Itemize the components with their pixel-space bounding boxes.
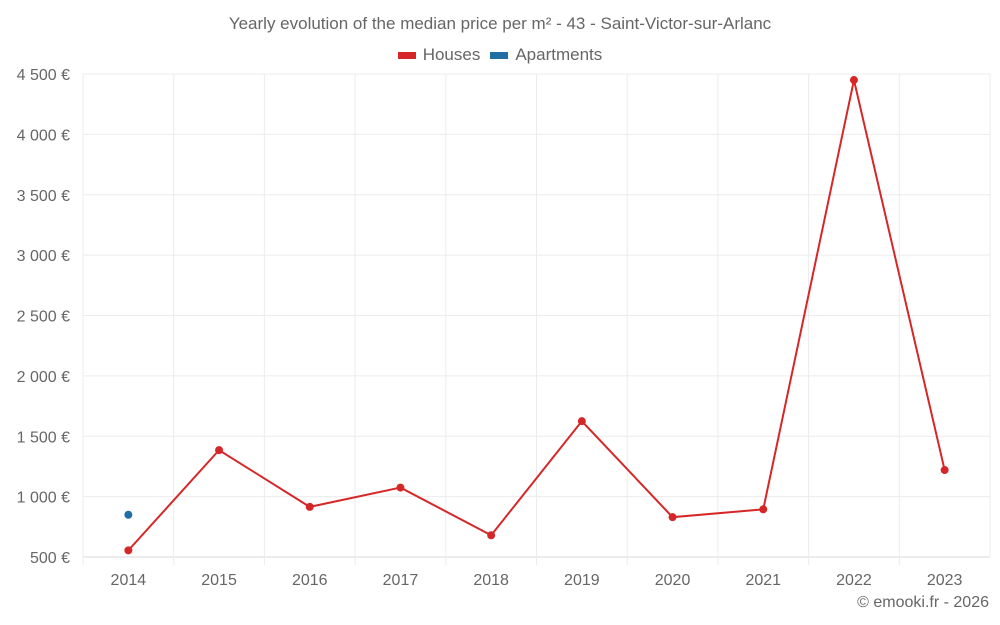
data-point-houses[interactable]: [668, 513, 677, 522]
data-point-houses[interactable]: [396, 483, 405, 492]
legend-item-houses[interactable]: Houses: [397, 45, 481, 65]
chart-title: Yearly evolution of the median price per…: [228, 14, 772, 33]
data-point-houses[interactable]: [577, 417, 586, 426]
houses-swatch-icon: [397, 51, 416, 59]
x-tick-label: 2016: [292, 572, 328, 589]
y-tick-label: 3 000 €: [17, 248, 70, 265]
y-tick-label: 3 500 €: [17, 188, 70, 205]
data-point-houses[interactable]: [487, 531, 496, 540]
x-tick-label: 2020: [655, 572, 691, 589]
series-line-houses: [127, 79, 946, 552]
x-tick-label: 2018: [473, 572, 509, 589]
x-tick-label: 2023: [927, 572, 963, 589]
legend-label-houses: Houses: [422, 45, 481, 64]
y-tick-label: 4 000 €: [17, 127, 70, 144]
x-tick-label: 2019: [564, 572, 600, 589]
x-tick-label: 2015: [201, 572, 237, 589]
series: [124, 76, 949, 555]
y-tick-label: 1 500 €: [17, 429, 70, 446]
data-point-houses[interactable]: [305, 502, 314, 511]
x-axis: 2014 2015 2016 2017 2018 2019 2020 2021 2022 2023: [111, 572, 963, 589]
x-tick-label: 2014: [111, 572, 147, 589]
x-tick-label: 2022: [836, 572, 872, 589]
y-axis: 500 € 1 000 € 1 500 € 2 000 € 2 500 € 3 000 €…: [17, 67, 70, 567]
data-point-houses[interactable]: [849, 76, 858, 85]
x-tick-label: 2017: [383, 572, 419, 589]
legend-item-apartments[interactable]: Apartments: [490, 45, 602, 65]
y-tick-label: 1 000 €: [17, 490, 70, 507]
apartments-swatch-icon: [490, 51, 509, 59]
y-tick-label: 500 €: [30, 550, 70, 567]
data-point-houses[interactable]: [940, 466, 949, 475]
x-tick-label: 2021: [745, 572, 781, 589]
data-point-houses[interactable]: [215, 446, 224, 455]
legend-label-apartments: Apartments: [515, 45, 603, 64]
y-tick-label: 4 500 €: [17, 67, 70, 84]
grid: [82, 73, 991, 565]
data-point-apartments[interactable]: [124, 510, 133, 519]
legend: Houses Apartments: [0, 45, 1000, 65]
y-tick-label: 2 000 €: [17, 369, 70, 386]
y-tick-label: 2 500 €: [17, 309, 70, 326]
data-point-houses[interactable]: [124, 546, 133, 555]
data-point-houses[interactable]: [759, 505, 768, 514]
credit-text: © emooki.fr - 2026: [857, 594, 989, 611]
